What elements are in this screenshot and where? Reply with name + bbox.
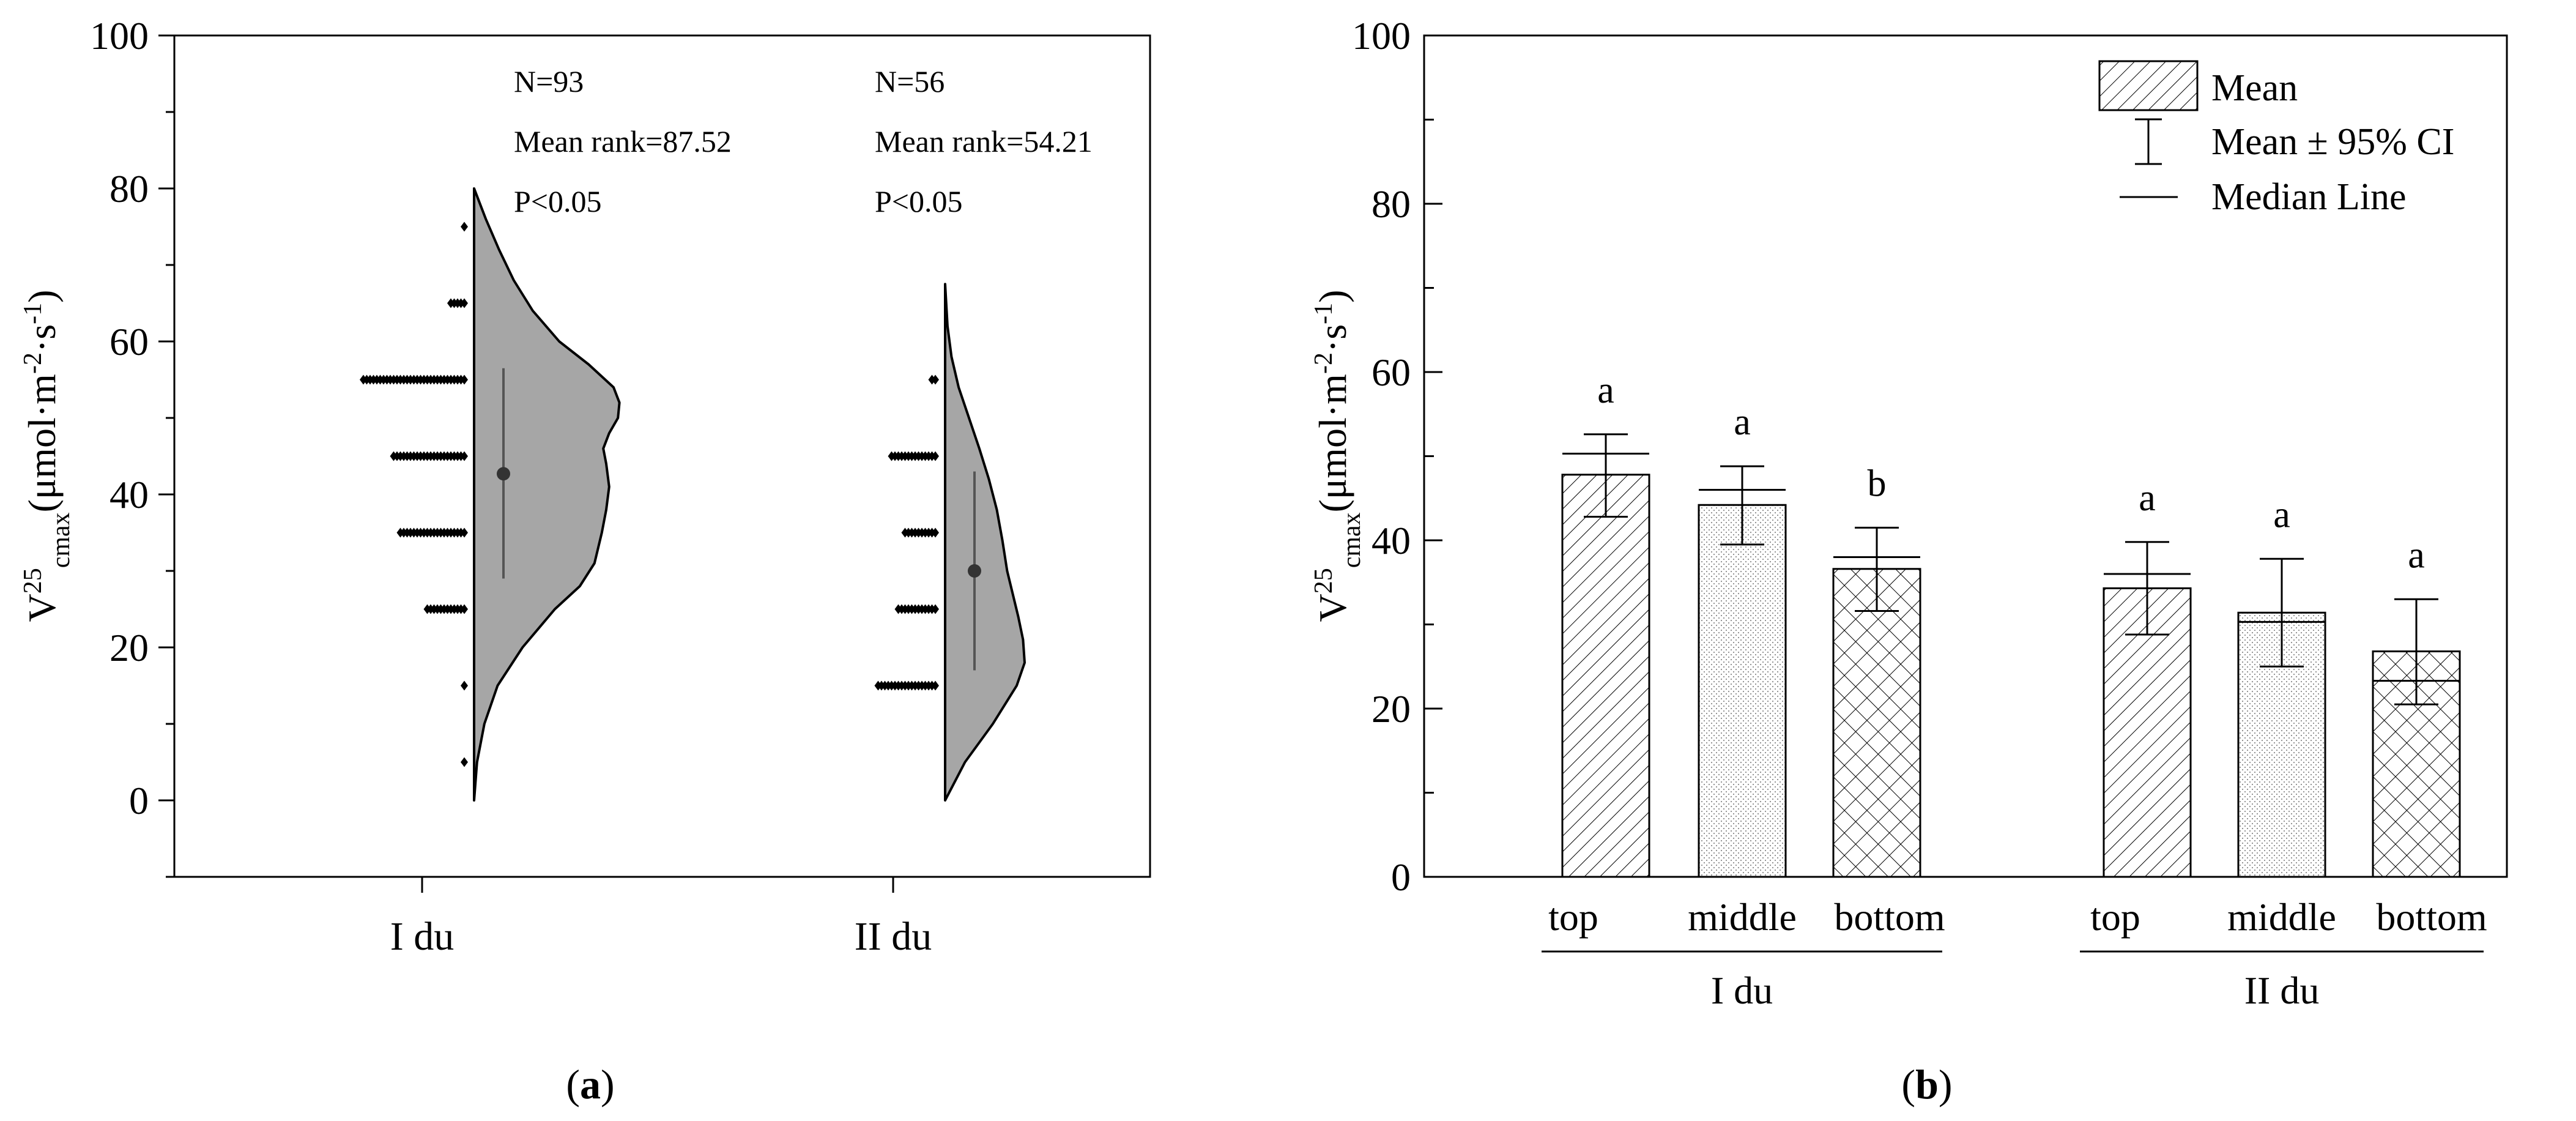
bar — [1832, 568, 1921, 878]
y-axis-label-b: V25cmax(μmol·m-2·s-1) — [1310, 290, 1366, 622]
y-tick-label-a: 80 — [109, 167, 149, 210]
x-group-label: II du — [2244, 969, 2320, 1012]
violin-density — [473, 187, 621, 802]
caption-b: (b) — [1901, 1061, 1952, 1108]
y-tick-label-a: 40 — [109, 473, 149, 516]
plot-frame-a — [173, 34, 1151, 878]
bar-content: a top a middle b bottom I du a top a middle a bottom… — [1542, 370, 2487, 1012]
x-category-label: bottom — [1834, 895, 1945, 939]
y-tick-label-a: 100 — [90, 14, 149, 58]
significance-letter: a — [1597, 370, 1614, 411]
x-group-label: I du — [1711, 969, 1773, 1012]
y-axis-b: 0 20 40 60 80 100 — [1352, 14, 1442, 899]
y-tick-label-b: 20 — [1372, 687, 1411, 731]
caption-a: (a) — [566, 1061, 614, 1108]
legend-mean-label: Mean — [2211, 67, 2298, 109]
violin-density — [944, 283, 1026, 802]
stat-n: N=56 — [875, 64, 945, 99]
bar — [1698, 504, 1787, 878]
data-point — [461, 757, 468, 767]
stat-p-value: P<0.05 — [875, 184, 963, 218]
data-point — [928, 374, 936, 385]
y-tick-label-b: 40 — [1372, 519, 1411, 562]
violin-mean-point — [968, 564, 981, 578]
bar — [1561, 474, 1650, 878]
x-category-label: top — [2090, 895, 2140, 939]
significance-letter: a — [2139, 477, 2156, 519]
stat-mean-rank: Mean rank=87.52 — [514, 124, 732, 158]
legend: Mean Mean ± 95% CI Median Line — [2098, 60, 2454, 218]
significance-letter: a — [2273, 494, 2290, 535]
data-point — [461, 222, 468, 232]
x-category-label: II du — [855, 914, 932, 959]
x-category-label: bottom — [2376, 895, 2487, 939]
y-tick-label-b: 60 — [1372, 351, 1411, 394]
data-point — [390, 451, 398, 461]
data-point — [423, 604, 431, 614]
data-point — [888, 451, 896, 461]
legend-median-label: Median Line — [2211, 176, 2407, 218]
violin-panel: 0 20 40 60 80 100 I du II du N=93 Mean rank=87.… — [19, 14, 1151, 1108]
data-point — [461, 680, 468, 691]
legend-mean-swatch — [2098, 60, 2199, 111]
stat-p-value: P<0.05 — [514, 184, 602, 218]
data-point — [894, 604, 902, 614]
significance-letter: b — [1868, 463, 1887, 504]
bar — [2103, 587, 2192, 878]
y-tick-label-a: 0 — [129, 779, 149, 822]
data-point — [901, 527, 909, 538]
x-axis-a: I du II du — [390, 877, 932, 959]
data-point — [396, 527, 404, 538]
data-point — [360, 374, 367, 385]
x-category-label: top — [1548, 895, 1598, 939]
y-axis-a: 0 20 40 60 80 100 — [90, 14, 174, 878]
y-tick-label-b: 100 — [1352, 14, 1411, 58]
x-category-label: middle — [2227, 895, 2336, 939]
x-category-label: I du — [390, 914, 454, 959]
significance-letter: a — [1734, 401, 1751, 443]
y-tick-label-b: 80 — [1372, 182, 1411, 226]
x-category-label: middle — [1688, 895, 1797, 939]
violin-content: N=93 Mean rank=87.52 P<0.05 N=56 Mean rank=5… — [360, 64, 1093, 802]
violin-mean-point — [497, 467, 510, 481]
significance-letter: a — [2408, 534, 2425, 576]
y-tick-label-b: 0 — [1391, 855, 1411, 899]
y-axis-label-a: V25cmax(μmol·m-2·s-1) — [19, 290, 75, 622]
y-tick-label-a: 60 — [109, 320, 149, 363]
y-tick-label-a: 20 — [109, 626, 149, 669]
data-point — [447, 298, 455, 308]
stat-n: N=93 — [514, 64, 584, 99]
legend-ci-label: Mean ± 95% CI — [2211, 121, 2454, 163]
stat-mean-rank: Mean rank=54.21 — [875, 124, 1093, 158]
data-point — [874, 680, 882, 691]
